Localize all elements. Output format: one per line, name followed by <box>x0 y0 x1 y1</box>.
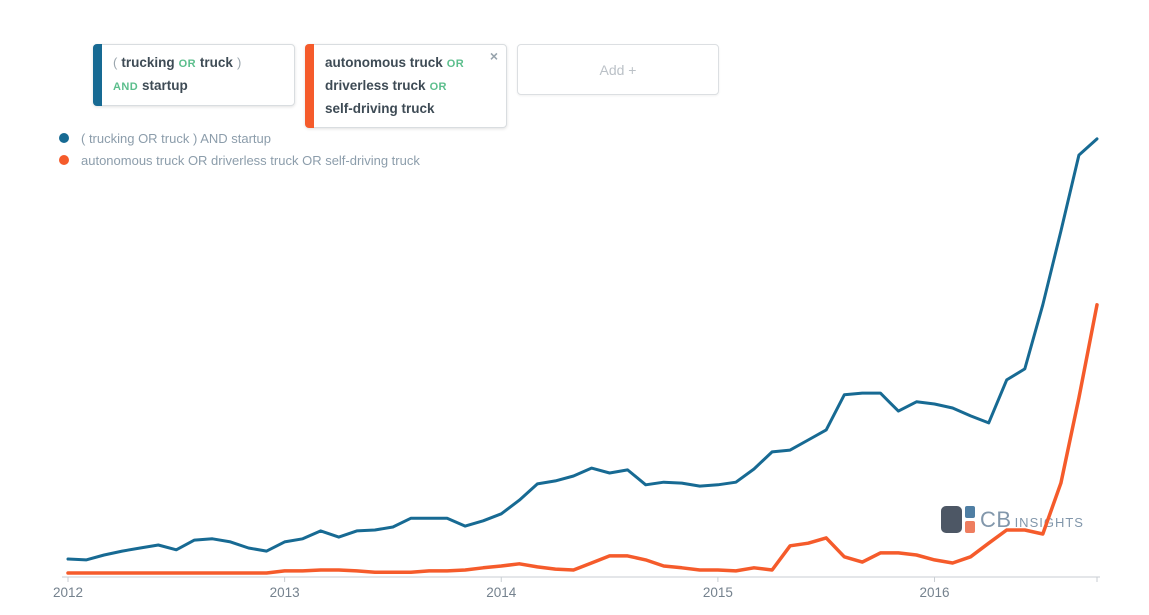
close-icon[interactable]: × <box>489 48 498 64</box>
chip-query-line: AND startup <box>113 75 272 98</box>
logo-text-cb: CB <box>980 506 1012 532</box>
query-op: OR <box>446 58 465 70</box>
trend-line-blue <box>66 137 1099 562</box>
x-axis-label: 2014 <box>486 585 517 600</box>
chip-query-line: driverless truck OR <box>325 75 484 98</box>
legend-dot-icon <box>59 133 69 143</box>
query-paren: ( <box>113 55 118 70</box>
query-builder: (trucking OR truck) AND startup autonomous tr… <box>93 44 719 128</box>
chip-color-bar <box>93 44 102 106</box>
query-chip[interactable]: (trucking OR truck) AND startup <box>93 44 295 106</box>
legend-item: autonomous truck OR driverless truck OR … <box>59 149 420 171</box>
query-term: truck <box>199 55 233 70</box>
chip-color-bar <box>305 44 314 128</box>
query-term: driverless truck <box>325 78 426 93</box>
cbinsights-logo-icon <box>941 506 975 533</box>
logo-square-blue <box>965 506 975 518</box>
query-chip[interactable]: autonomous truck OR driverless truck OR self… <box>305 44 507 128</box>
x-axis-label: 2013 <box>270 585 300 600</box>
query-term: autonomous truck <box>325 55 443 70</box>
add-query-button[interactable]: Add + <box>517 44 719 95</box>
query-op: OR <box>178 58 196 70</box>
query-term: self-driving truck <box>325 101 435 116</box>
legend-label: ( trucking OR truck ) AND startup <box>81 130 271 146</box>
legend-label: autonomous truck OR driverless truck OR … <box>81 152 420 168</box>
legend-dot-icon <box>59 155 69 165</box>
legend-item: ( trucking OR truck ) AND startup <box>59 127 420 149</box>
query-op: AND <box>113 81 139 93</box>
x-axis-label: 2012 <box>53 585 83 600</box>
logo-square-orange <box>965 521 975 533</box>
x-axis-label: 2015 <box>703 585 733 600</box>
chart-legend: ( trucking OR truck ) AND startup autonom… <box>59 127 420 171</box>
chip-query-line: autonomous truck OR <box>325 52 484 75</box>
trend-line-orange <box>66 303 1099 575</box>
query-op: OR <box>429 81 447 93</box>
query-paren: ) <box>236 55 242 70</box>
query-term: trucking <box>121 55 175 70</box>
chip-query-line: (trucking OR truck) <box>113 52 272 75</box>
x-axis-label: 2016 <box>920 585 950 600</box>
logo-block <box>941 506 962 533</box>
chip-query-line: self-driving truck <box>325 98 484 120</box>
query-term: startup <box>142 78 188 93</box>
